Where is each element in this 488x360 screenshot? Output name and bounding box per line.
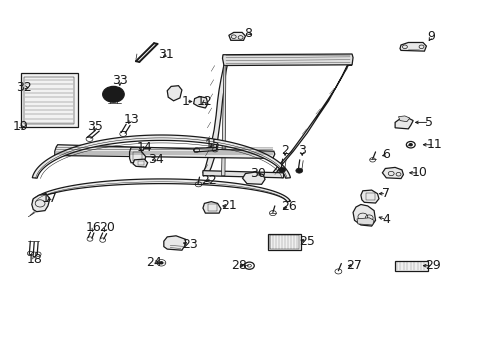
- Polygon shape: [382, 167, 403, 179]
- Polygon shape: [356, 218, 373, 225]
- Polygon shape: [32, 194, 50, 212]
- Text: 26: 26: [281, 201, 297, 213]
- Circle shape: [280, 169, 283, 171]
- Bar: [207, 204, 216, 211]
- Text: 23: 23: [182, 238, 197, 251]
- Circle shape: [160, 262, 163, 264]
- Polygon shape: [221, 66, 225, 176]
- Text: 27: 27: [346, 259, 362, 272]
- Circle shape: [102, 86, 124, 102]
- Text: 3: 3: [298, 144, 305, 157]
- Bar: [267, 234, 301, 250]
- Text: 34: 34: [147, 153, 163, 166]
- Text: 8: 8: [244, 27, 252, 40]
- Text: 20: 20: [99, 221, 114, 234]
- Polygon shape: [352, 204, 375, 226]
- Text: 12: 12: [196, 95, 212, 108]
- Text: 16: 16: [86, 221, 102, 234]
- Circle shape: [295, 168, 302, 173]
- Circle shape: [111, 93, 116, 96]
- Text: 22: 22: [201, 174, 217, 187]
- Polygon shape: [203, 202, 221, 213]
- Polygon shape: [222, 54, 352, 66]
- Text: 18: 18: [26, 253, 42, 266]
- Polygon shape: [133, 159, 147, 167]
- Text: 13: 13: [123, 113, 139, 126]
- Bar: [133, 152, 142, 161]
- Text: 9: 9: [427, 30, 434, 43]
- Bar: [138, 161, 143, 165]
- Polygon shape: [399, 42, 426, 51]
- Bar: [394, 261, 427, 271]
- Polygon shape: [269, 65, 351, 176]
- Polygon shape: [360, 190, 378, 203]
- Bar: [269, 235, 299, 249]
- Polygon shape: [129, 148, 145, 163]
- Polygon shape: [242, 172, 264, 184]
- Circle shape: [408, 144, 411, 146]
- Text: 2: 2: [281, 144, 288, 157]
- Polygon shape: [32, 135, 290, 178]
- Polygon shape: [203, 65, 227, 173]
- Text: 35: 35: [87, 120, 103, 133]
- Polygon shape: [167, 86, 182, 101]
- Text: 1: 1: [182, 95, 189, 108]
- Text: 15: 15: [204, 138, 220, 151]
- Text: 29: 29: [424, 259, 440, 272]
- Polygon shape: [163, 236, 185, 250]
- Text: 14: 14: [136, 141, 152, 154]
- Text: 17: 17: [42, 192, 58, 205]
- Circle shape: [278, 167, 285, 172]
- Bar: [365, 193, 374, 200]
- Polygon shape: [228, 32, 245, 40]
- Text: 25: 25: [299, 235, 314, 248]
- Polygon shape: [398, 116, 409, 122]
- Polygon shape: [394, 118, 412, 129]
- Polygon shape: [203, 171, 283, 178]
- Text: 4: 4: [382, 213, 389, 226]
- Bar: [24, 77, 74, 124]
- Bar: [20, 73, 78, 127]
- Text: 10: 10: [411, 166, 427, 179]
- Text: 24: 24: [146, 256, 162, 269]
- Polygon shape: [32, 179, 290, 202]
- Text: 33: 33: [112, 75, 127, 87]
- Polygon shape: [193, 96, 207, 108]
- Text: 31: 31: [158, 48, 174, 61]
- Polygon shape: [193, 148, 217, 152]
- Text: 19: 19: [13, 120, 28, 133]
- Text: 7: 7: [382, 187, 389, 200]
- Text: 28: 28: [230, 259, 246, 272]
- Text: 6: 6: [382, 148, 389, 161]
- Text: 21: 21: [221, 199, 236, 212]
- Polygon shape: [55, 145, 274, 158]
- Circle shape: [297, 170, 300, 172]
- Text: 32: 32: [17, 81, 32, 94]
- Text: 5: 5: [425, 116, 432, 129]
- Text: 11: 11: [426, 138, 441, 151]
- Text: 30: 30: [250, 167, 265, 180]
